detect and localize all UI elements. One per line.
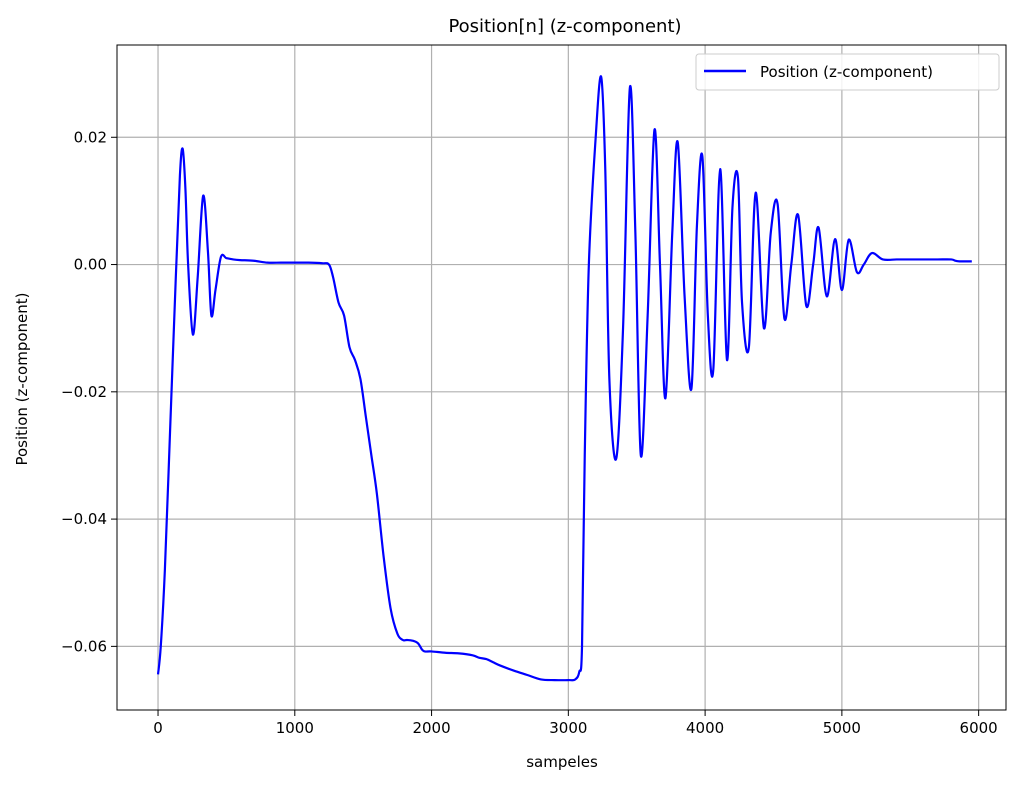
x-tick-label: 1000	[276, 719, 314, 737]
x-axis-label: sampeles	[526, 753, 598, 771]
chart-title: Position[n] (z-component)	[448, 16, 681, 37]
plot-frame	[116, 44, 1007, 711]
x-tick-label: 3000	[549, 719, 587, 737]
y-tick-label: −0.04	[61, 510, 107, 528]
x-tick-label: 4000	[686, 719, 724, 737]
x-tick-label: 5000	[823, 719, 861, 737]
y-axis-label: Position (z-component)	[13, 292, 31, 465]
x-axis: 0 1000 2000 3000 4000 5000 6000	[153, 710, 998, 737]
y-axis: −0.06 −0.04 −0.02 0.00 0.02	[61, 128, 117, 655]
x-tick-label: 2000	[412, 719, 450, 737]
series-line-position-z	[156, 75, 972, 682]
legend-entry-position: Position (z-component)	[760, 63, 933, 81]
grid	[117, 45, 1006, 710]
y-tick-label: −0.02	[61, 383, 107, 401]
legend: Position (z-component)	[695, 53, 1000, 91]
series-layer	[156, 75, 972, 682]
y-tick-label: 0.02	[74, 128, 107, 146]
x-tick-label: 0	[153, 719, 163, 737]
legend-box	[695, 53, 1000, 91]
y-tick-label: −0.06	[61, 637, 107, 655]
x-tick-label: 6000	[960, 719, 998, 737]
y-tick-label: 0.00	[74, 256, 107, 274]
